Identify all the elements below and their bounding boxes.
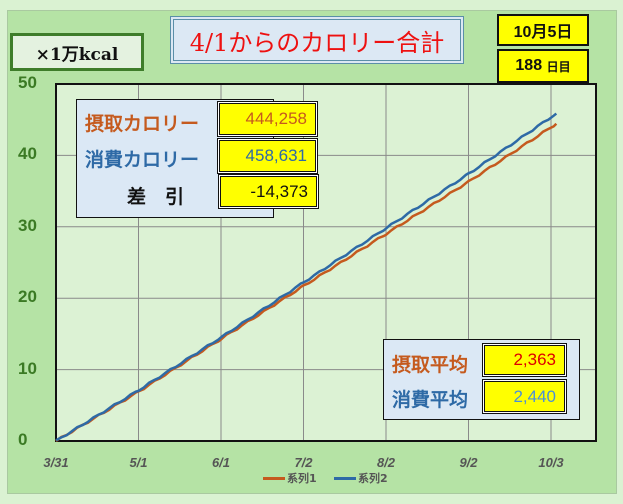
x-tick-label: 5/1: [129, 455, 148, 470]
y-tick-label: 20: [18, 287, 37, 307]
y-tick-label: 40: [18, 144, 37, 164]
legend-series1: 系列1: [263, 470, 317, 486]
chart-title: 4/1からのカロリー合計: [171, 17, 463, 63]
diff-value: -14,373: [219, 175, 318, 208]
x-tick-label: 9/2: [459, 455, 478, 470]
day-suffix: 日目: [546, 59, 571, 74]
intake-value: 444,258: [218, 102, 317, 136]
burn-label: 消費カロリー: [85, 149, 200, 171]
plot-border: [55, 83, 597, 442]
legend-series2: 系列2: [334, 470, 388, 486]
legend-label: 系列1: [287, 472, 317, 485]
x-tick-label: 10/3: [538, 455, 564, 470]
legend-swatch: [334, 476, 356, 480]
unit-label: ×1万kcal: [10, 33, 144, 71]
burn-value: 458,631: [218, 139, 317, 173]
y-tick-label: 30: [18, 215, 37, 235]
legend-swatch: [263, 476, 285, 480]
intake-average-label: 摂取平均: [392, 354, 469, 376]
date-box: 10月5日: [497, 14, 589, 46]
legend-label: 系列2: [358, 472, 388, 485]
burn-average-label: 消費平均: [392, 389, 469, 411]
x-tick-label: 8/2: [376, 455, 396, 470]
y-tick-label: 0: [18, 430, 28, 449]
x-tick-label: 7/2: [294, 455, 313, 470]
x-tick-label: 6/1: [211, 455, 231, 470]
day-count-box: 188 日目: [497, 49, 589, 83]
intake-label: 摂取カロリー: [85, 113, 200, 135]
intake-average-value: 2,363: [483, 344, 566, 376]
diff-label: 差 引: [127, 186, 185, 208]
series-line-2: [55, 112, 558, 442]
burn-average-value: 2,440: [483, 380, 566, 413]
x-tick-label: 3/31: [43, 455, 69, 470]
day-count: 188: [515, 57, 543, 74]
y-tick-label: 10: [18, 358, 37, 378]
y-tick-label: 50: [18, 73, 37, 92]
